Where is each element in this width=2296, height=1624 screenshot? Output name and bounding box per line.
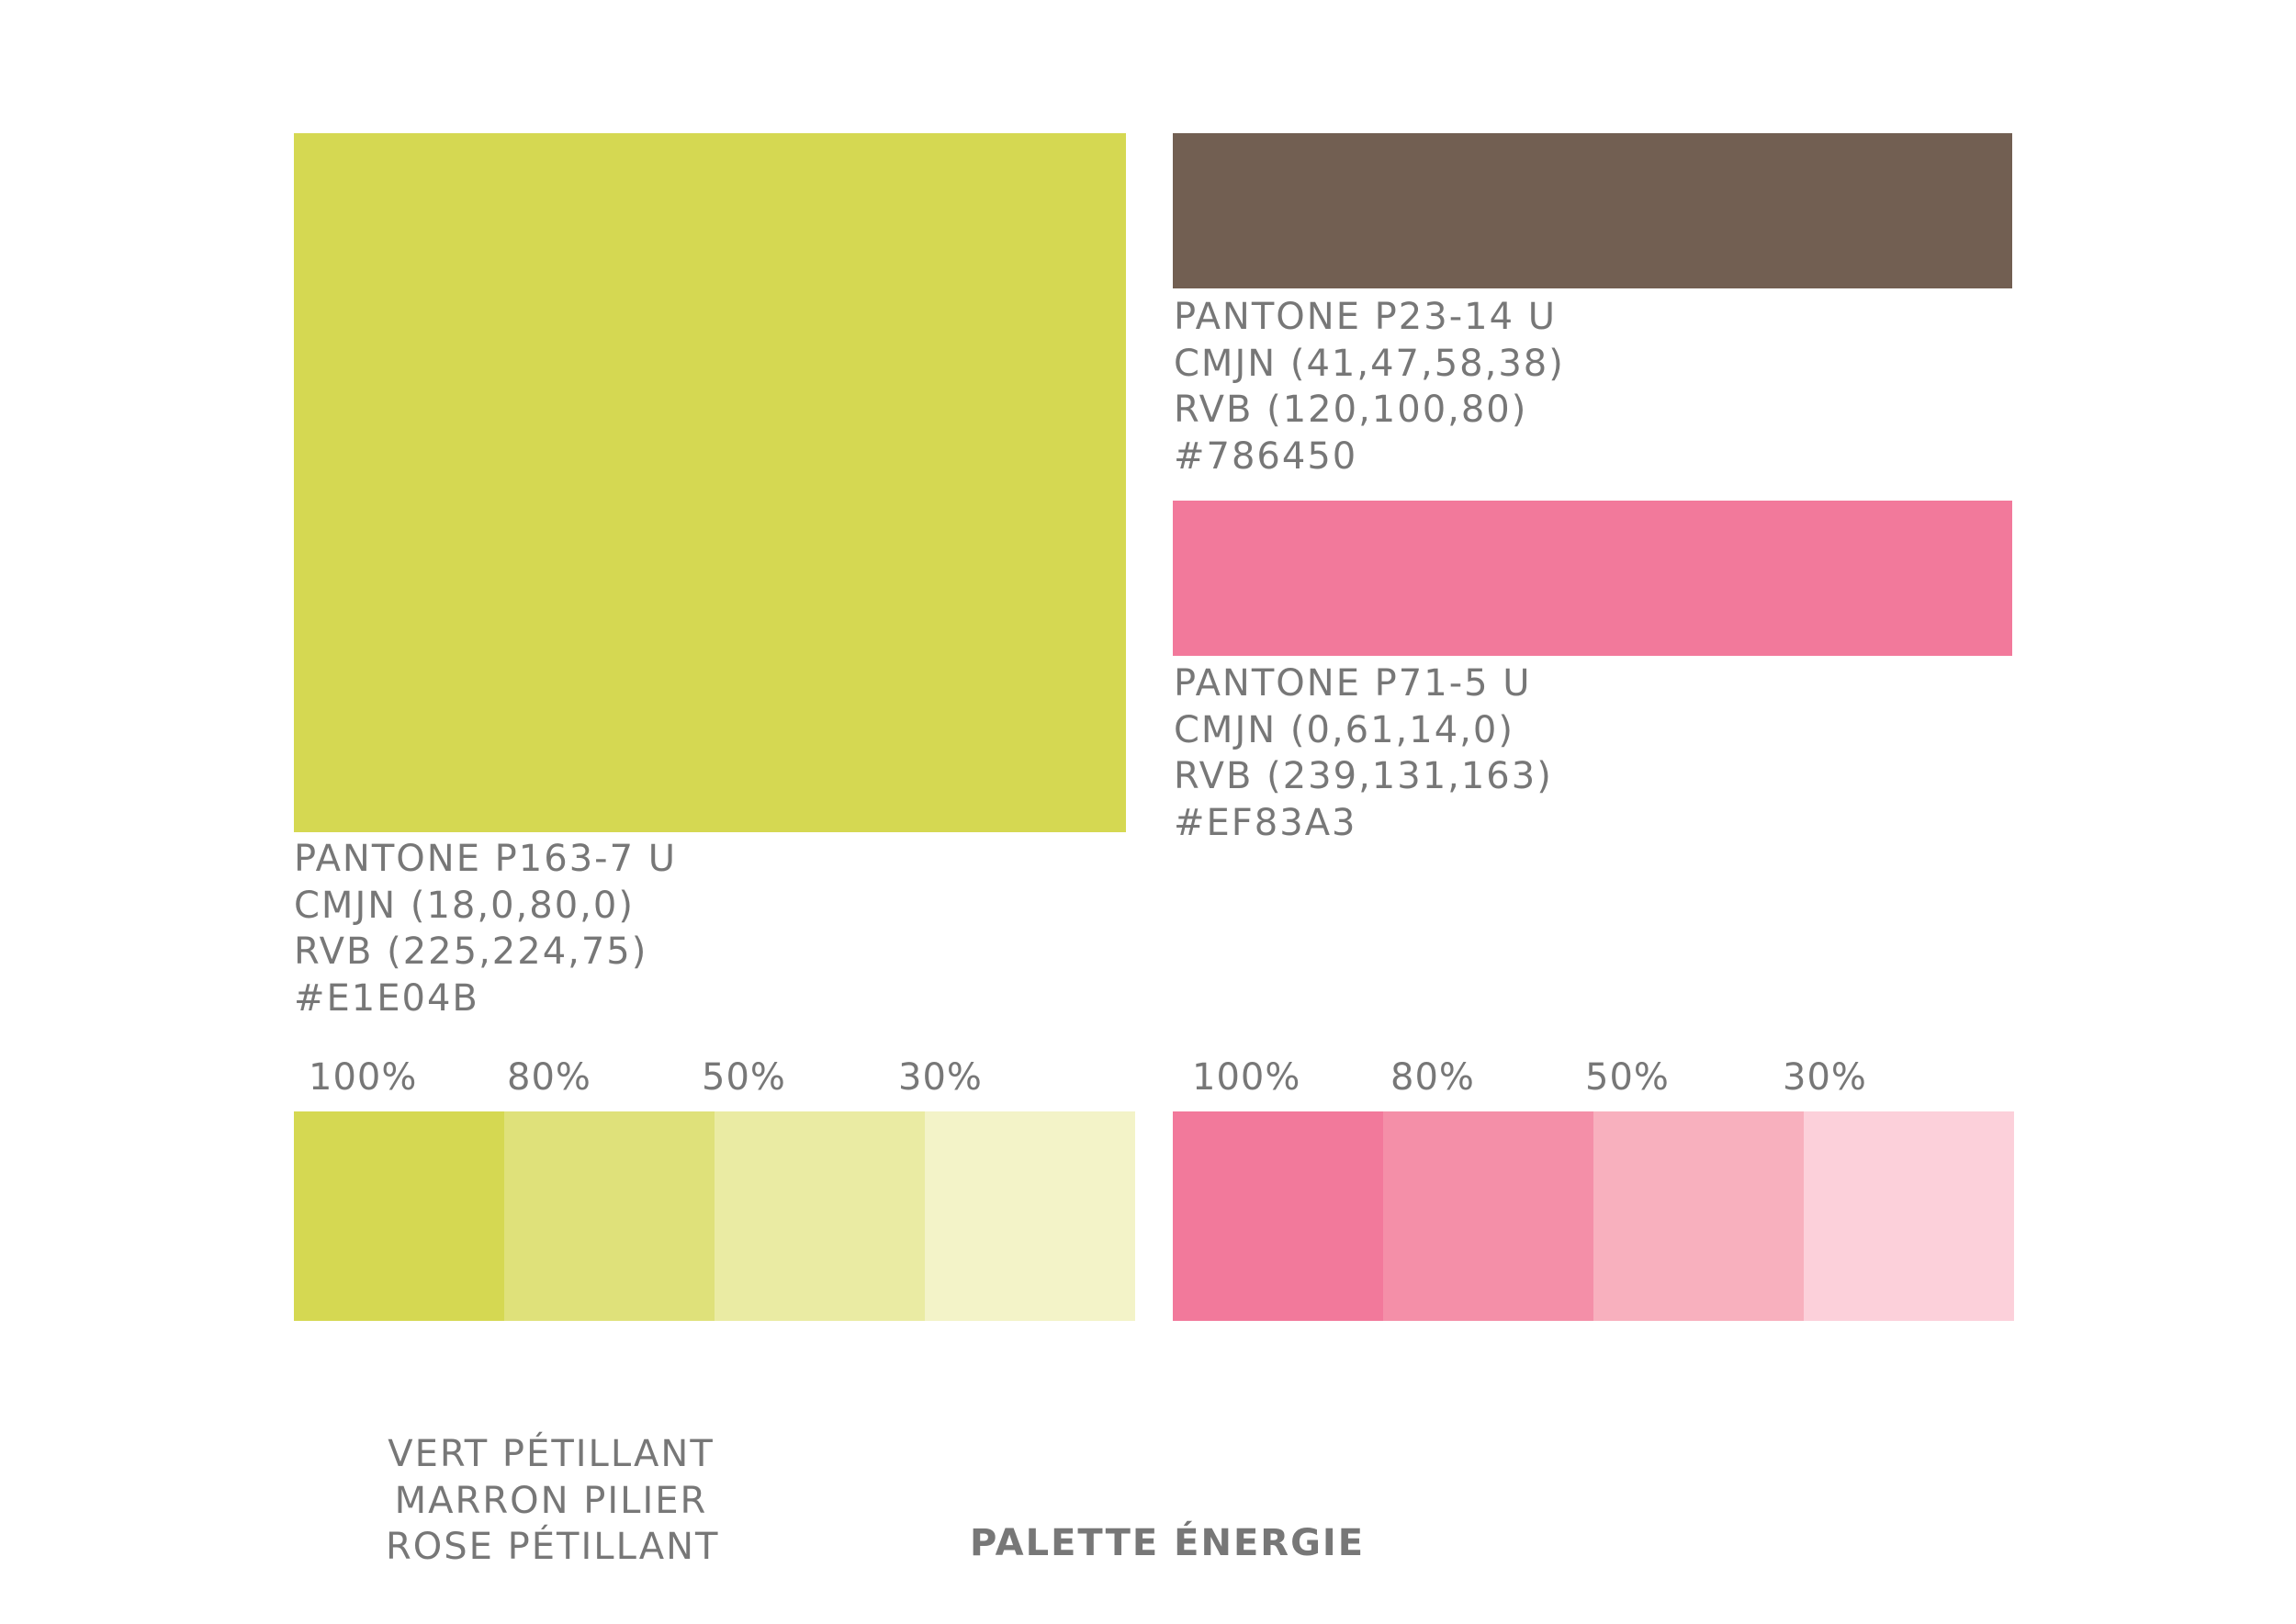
green-cmjn: CMJN (18,0,80,0) — [294, 884, 635, 927]
pink-pct-100: 100% — [1192, 1056, 1301, 1099]
name-pink: ROSE PÉTILLANT — [386, 1526, 720, 1568]
pink-color-info: PANTONE P71-5 U CMJN (0,61,14,0) RVB (23… — [1174, 660, 1553, 846]
name-brown: MARRON PILIER — [394, 1479, 708, 1522]
green-pct-50: 50% — [702, 1056, 786, 1099]
green-pantone: PANTONE P163-7 U — [294, 838, 678, 880]
brown-cmjn: CMJN (41,47,58,38) — [1174, 342, 1565, 385]
brown-pantone: PANTONE P23-14 U — [1174, 296, 1558, 338]
green-pct-30: 30% — [898, 1056, 983, 1099]
name-green: VERT PÉTILLANT — [388, 1433, 715, 1475]
green-tint-100 — [294, 1111, 504, 1321]
brown-hex: #786450 — [1174, 434, 1358, 478]
green-pct-80: 80% — [507, 1056, 591, 1099]
brown-swatch — [1173, 133, 2012, 288]
pink-hex: #EF83A3 — [1174, 801, 1357, 844]
pink-tint-50 — [1593, 1111, 1804, 1321]
pink-pantone: PANTONE P71-5 U — [1174, 662, 1532, 705]
color-names: VERT PÉTILLANT MARRON PILIER ROSE PÉTILL… — [386, 1431, 720, 1571]
pink-pct-30: 30% — [1783, 1056, 1867, 1099]
palette-title: PALETTE ÉNERGIE — [970, 1522, 1366, 1564]
pink-swatch — [1173, 501, 2012, 656]
pink-rvb: RVB (239,131,163) — [1174, 755, 1553, 797]
brown-color-info: PANTONE P23-14 U CMJN (41,47,58,38) RVB … — [1174, 294, 1565, 479]
green-tint-80 — [504, 1111, 715, 1321]
green-swatch — [294, 133, 1126, 832]
green-hex: #E1E04B — [294, 976, 479, 1020]
pink-tint-30 — [1804, 1111, 2014, 1321]
green-tint-30 — [925, 1111, 1135, 1321]
brown-rvb: RVB (120,100,80) — [1174, 389, 1528, 431]
pink-pct-50: 50% — [1585, 1056, 1670, 1099]
pink-tint-80 — [1383, 1111, 1593, 1321]
pink-tint-100 — [1173, 1111, 1383, 1321]
green-tint-strip — [294, 1111, 1135, 1321]
green-pct-100: 100% — [309, 1056, 418, 1099]
pink-tint-strip — [1173, 1111, 2014, 1321]
green-tint-50 — [715, 1111, 925, 1321]
green-rvb: RVB (225,224,75) — [294, 930, 648, 973]
pink-pct-80: 80% — [1390, 1056, 1475, 1099]
pink-cmjn: CMJN (0,61,14,0) — [1174, 708, 1514, 751]
green-color-info: PANTONE P163-7 U CMJN (18,0,80,0) RVB (2… — [294, 836, 677, 1021]
